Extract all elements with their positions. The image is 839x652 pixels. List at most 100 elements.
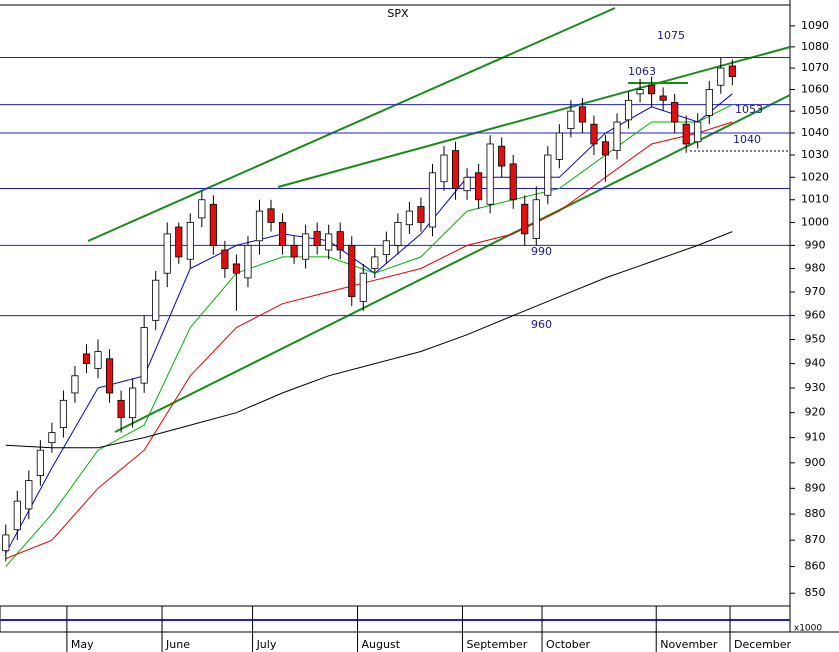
candle-body [463,176,471,192]
level-label: 1040 [733,133,761,146]
candle-body [428,172,437,228]
y-tick-label: 1060 [801,83,829,96]
candle-body [267,208,275,223]
y-tick-label: 920 [805,406,826,419]
x-tick-label: July [256,638,277,651]
candle-body [140,327,148,384]
x-tick-label: August [362,638,401,651]
y-tick-label: 870 [805,533,826,546]
candle-body [613,121,621,151]
candle-body [359,272,367,302]
candle-body [486,143,494,205]
y-tick-label: 900 [805,456,826,469]
candle-body [105,358,114,394]
candle-body [278,222,287,246]
candle-body [659,95,667,101]
x-tick-label: October [546,638,590,651]
candle-body [117,399,125,419]
y-tick-label: 1040 [801,126,829,139]
candle-body [25,480,33,510]
candle-body [232,263,240,274]
trend-line [87,7,616,242]
trend-line [114,94,791,433]
candle-body [624,99,633,121]
candle-body [440,154,448,183]
y-tick-label: 1090 [801,19,829,32]
level-label: 960 [531,318,552,331]
candle-body [509,163,517,201]
x-tick-label: November [660,638,718,651]
candle-body [152,279,160,321]
candle-body [694,121,702,143]
y-tick-label: 880 [805,507,826,520]
candle-body [728,65,736,78]
y-tick-label: 1080 [801,40,829,53]
x-tick-label: December [734,638,792,651]
candle-body [313,231,321,246]
candle-body [451,150,460,189]
moving-average [5,121,733,560]
trend-line [277,46,791,188]
y-tick-label: 990 [805,238,826,251]
candle-body [244,244,252,279]
candle-body [186,222,194,260]
candle-body [682,123,690,145]
y-tick-label: 1050 [801,104,829,117]
y-tick-label: 1000 [801,215,829,228]
candle-body [417,206,425,223]
candle-body [671,102,679,123]
y-tick-label: 850 [805,586,826,599]
candle-body [705,89,713,116]
y-tick-label: 1020 [801,170,829,183]
y-tick-label: 950 [805,332,826,345]
candle-body [636,89,644,95]
trend-lines [87,7,791,433]
candle-body [2,534,10,552]
y-tick-label: 910 [805,431,826,444]
y-tick-label: 960 [805,309,826,322]
x-tick-label: June [165,638,190,651]
moving-average [5,231,733,449]
y-tick-label: 940 [805,357,826,370]
candle-body [382,240,390,256]
candle-body [175,226,183,258]
candle-body [198,199,206,219]
candle-body [209,203,217,246]
y-tick-label: 970 [805,285,826,298]
candle-body [601,141,610,156]
candle-body [405,210,413,226]
y-tick-label: 980 [805,262,826,275]
candle-body [532,199,540,239]
candle-body [717,67,725,86]
level-label: 1053 [735,103,763,116]
candle-body [336,231,344,251]
candle-body [82,353,91,365]
candle-body [13,500,21,531]
y-tick-label: 930 [805,381,826,394]
candle-body [555,132,563,160]
candle-body [578,106,586,123]
candle-body [302,233,310,260]
candle-body [325,233,333,251]
candle-body [348,244,356,298]
candle-body [521,203,529,235]
x-tick-label: May [71,638,94,651]
level-label: 1075 [657,29,685,42]
candle-body [48,432,56,444]
y-tick-label: 860 [805,560,826,573]
candle-body [255,210,264,242]
y-tick-label: 890 [805,481,826,494]
panel-label: x1000 [794,624,823,634]
candle-body [394,222,402,246]
y-tick-label: 1070 [801,61,829,74]
candle-body [544,154,552,196]
x-tick-label: September [466,638,527,651]
y-tick-label: 1030 [801,148,829,161]
candle-body [498,145,506,167]
candle-body [71,375,79,394]
candle-body [475,172,483,201]
candle-body [290,244,298,258]
level-label: 990 [531,245,552,258]
